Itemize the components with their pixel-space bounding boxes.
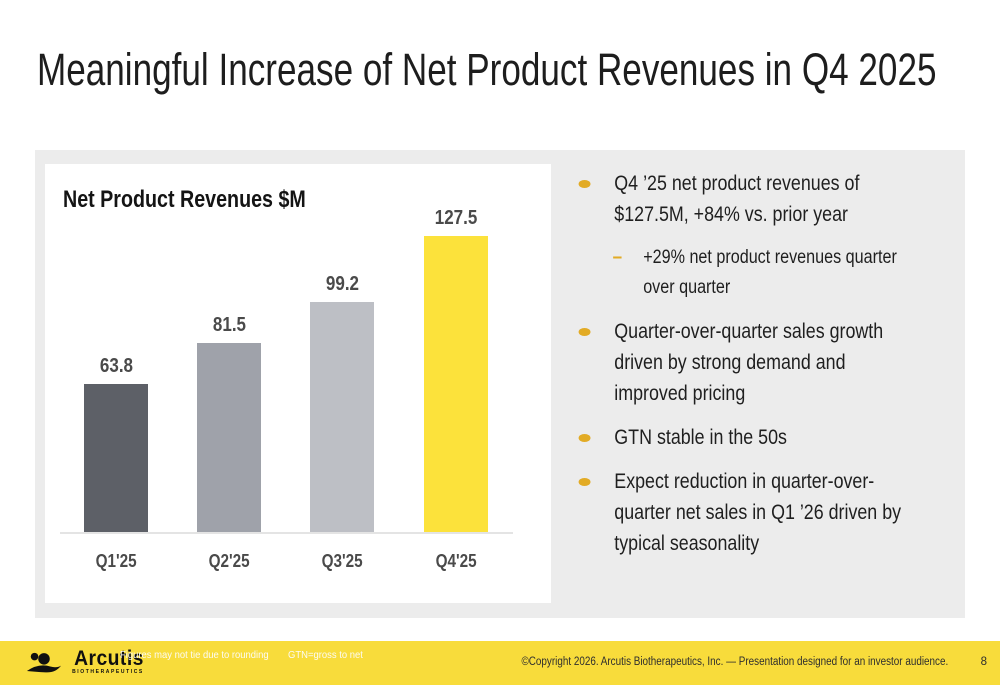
- bullet-text: Q4 ’25 net product revenues of $127.5M, +…: [614, 172, 860, 226]
- footnotes: Figures may not tie due to rounding GTN=…: [120, 649, 371, 662]
- bullet-item: GTN stable in the 50s: [565, 422, 975, 453]
- bar-chart: 63.8 Q1'25 81.5 Q2'25 99.2 Q3'25 127.5 Q4'25: [45, 164, 551, 603]
- sub-bullet-item: – +29% net product revenues quarter over q…: [565, 243, 975, 303]
- bullet-item: Quarter-over-quarter sales growth driven …: [565, 316, 975, 409]
- bullet-item: Q4 ’25 net product revenues of $127.5M, +…: [565, 168, 975, 230]
- bar-value-label: 99.2: [325, 273, 359, 295]
- footer-bar: Arcutis BIOTHERAPEUTICS Figures may not …: [0, 641, 1000, 685]
- bullet-text: +29% net product revenues quarter over qu…: [643, 247, 897, 298]
- bullet-dot-icon: [578, 328, 591, 336]
- arcutis-logo-icon: [26, 652, 62, 673]
- page-title: Meaningful Increase of Net Product Reven…: [37, 44, 937, 95]
- footnote-line: GTN=gross to net: [288, 649, 363, 661]
- bullet-dot-icon: [578, 180, 591, 188]
- bar-Q3'25: [310, 302, 374, 532]
- bar-value-label: 127.5: [434, 207, 478, 229]
- bullet-dash-icon: –: [612, 246, 623, 268]
- page-number: 8: [980, 656, 987, 668]
- x-axis-tick-label: Q1'25: [95, 551, 137, 571]
- x-axis-tick-label: Q2'25: [208, 551, 250, 571]
- bullet-dot-icon: [578, 478, 591, 486]
- bullet-dot-icon: [578, 434, 591, 442]
- x-axis-tick-label: Q4'25: [435, 551, 477, 571]
- bullet-text: Expect reduction in quarter-over-quarter…: [614, 470, 902, 555]
- copyright-text: ©Copyright 2026. Arcutis Biotherapeutics…: [521, 656, 948, 668]
- chart-title: Net Product Revenues $M: [63, 186, 306, 213]
- x-axis-line: [60, 532, 513, 534]
- arcutis-wordmark: Arcutis BIOTHERAPEUTICS: [72, 646, 144, 675]
- bar-value-label: 63.8: [99, 355, 133, 377]
- content-band: Net Product Revenues $M 63.8 Q1'25 81.5 Q2'…: [35, 150, 965, 618]
- footnote-line: Figures may not tie due to rounding: [120, 649, 269, 661]
- arcutis-logo: Arcutis BIOTHERAPEUTICS: [26, 646, 144, 678]
- x-axis-tick-label: Q3'25: [321, 551, 363, 571]
- bar-Q2'25: [197, 343, 261, 532]
- bullet-text: Quarter-over-quarter sales growth driven …: [614, 320, 884, 405]
- bar-Q1'25: [84, 384, 148, 532]
- bar-Q4'25: [424, 236, 488, 532]
- bullet-text: GTN stable in the 50s: [614, 426, 787, 449]
- bullet-item: Expect reduction in quarter-over-quarter…: [565, 466, 975, 559]
- bullet-list: Q4 ’25 net product revenues of $127.5M, +…: [565, 168, 975, 572]
- bar-value-label: 81.5: [212, 314, 246, 336]
- chart-card: Net Product Revenues $M 63.8 Q1'25 81.5 Q2'…: [45, 164, 551, 603]
